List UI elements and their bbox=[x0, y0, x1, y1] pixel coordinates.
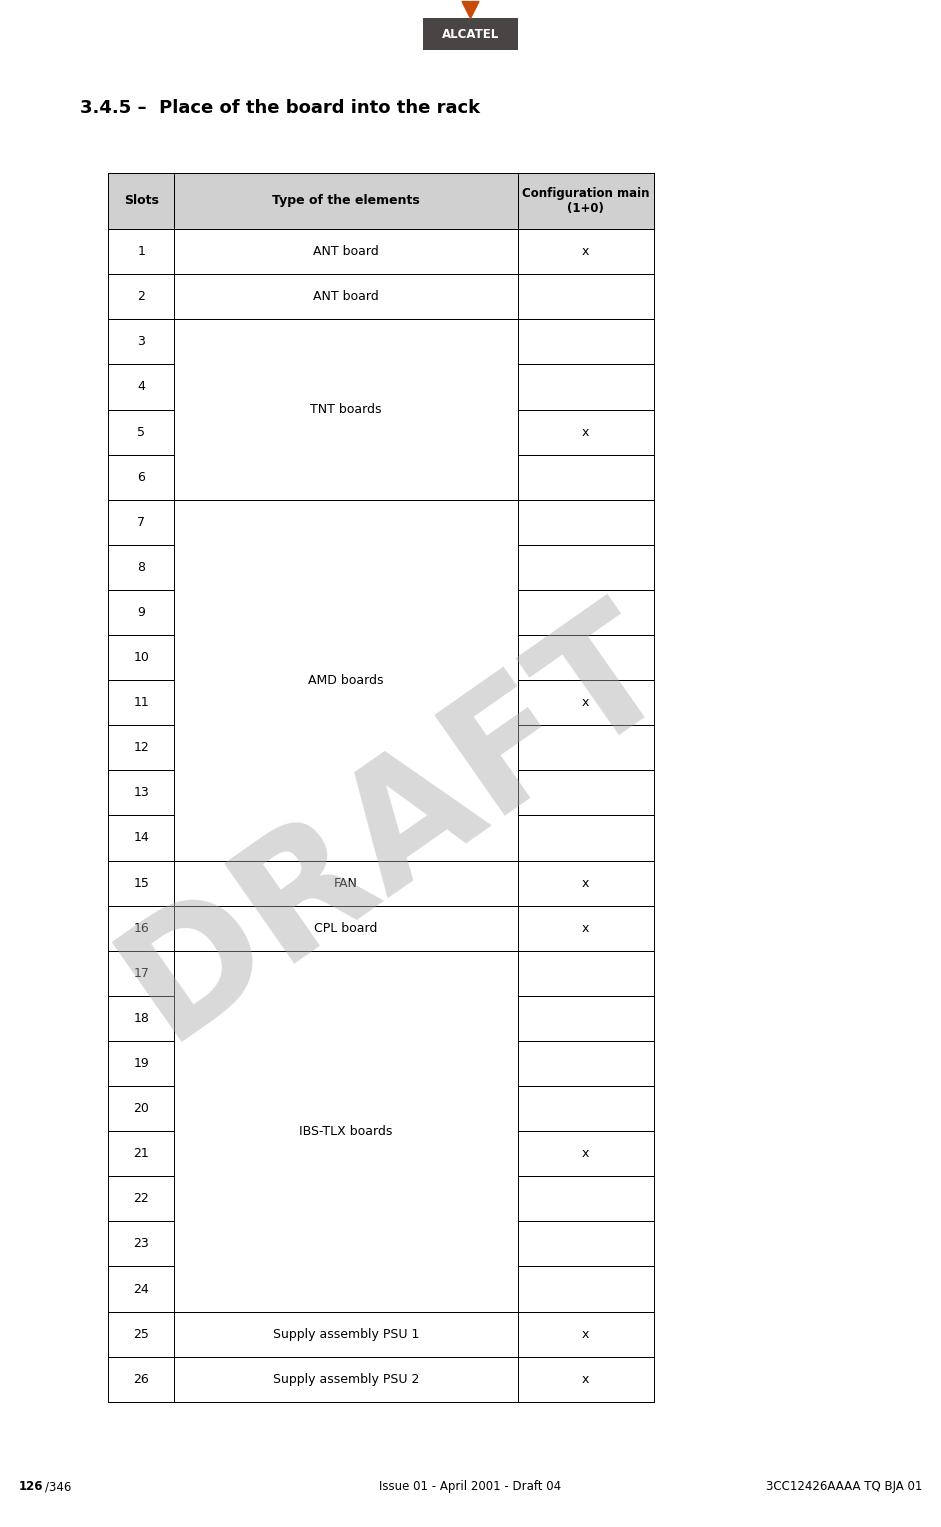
Text: x: x bbox=[582, 1147, 589, 1161]
Text: x: x bbox=[582, 426, 589, 438]
Text: 126: 126 bbox=[19, 1480, 43, 1493]
Text: 6: 6 bbox=[137, 470, 145, 484]
Text: 8: 8 bbox=[137, 560, 145, 574]
Text: 21: 21 bbox=[134, 1147, 149, 1161]
Text: 26: 26 bbox=[134, 1373, 149, 1385]
Text: ANT board: ANT board bbox=[313, 290, 378, 304]
Polygon shape bbox=[462, 2, 479, 18]
Text: 14: 14 bbox=[134, 832, 149, 844]
Text: 12: 12 bbox=[134, 741, 149, 754]
FancyBboxPatch shape bbox=[423, 18, 518, 50]
Text: 3.4.5 –  Place of the board into the rack: 3.4.5 – Place of the board into the rack bbox=[80, 99, 480, 118]
FancyBboxPatch shape bbox=[108, 173, 654, 229]
Text: 16: 16 bbox=[134, 922, 149, 935]
Text: IBS-TLX boards: IBS-TLX boards bbox=[299, 1125, 392, 1138]
Text: 5: 5 bbox=[137, 426, 145, 438]
Text: x: x bbox=[582, 876, 589, 890]
Text: /346: /346 bbox=[45, 1480, 72, 1493]
Text: 22: 22 bbox=[134, 1193, 149, 1205]
Text: 3: 3 bbox=[137, 336, 145, 348]
Text: x: x bbox=[582, 696, 589, 709]
Text: 17: 17 bbox=[134, 967, 149, 980]
Text: TNT boards: TNT boards bbox=[311, 403, 381, 415]
Text: 18: 18 bbox=[134, 1012, 149, 1025]
Text: 13: 13 bbox=[134, 786, 149, 800]
Text: 25: 25 bbox=[134, 1327, 149, 1341]
Text: Supply assembly PSU 2: Supply assembly PSU 2 bbox=[273, 1373, 419, 1385]
Text: CPL board: CPL board bbox=[314, 922, 377, 935]
Text: x: x bbox=[582, 1327, 589, 1341]
Text: ANT board: ANT board bbox=[313, 246, 378, 258]
Text: 15: 15 bbox=[134, 876, 149, 890]
Text: 23: 23 bbox=[134, 1237, 149, 1251]
Text: x: x bbox=[582, 246, 589, 258]
Text: 20: 20 bbox=[134, 1102, 149, 1115]
Text: 24: 24 bbox=[134, 1283, 149, 1295]
Text: x: x bbox=[582, 922, 589, 935]
Text: Slots: Slots bbox=[123, 194, 159, 208]
Text: Type of the elements: Type of the elements bbox=[272, 194, 420, 208]
Text: AMD boards: AMD boards bbox=[308, 673, 384, 687]
Text: 19: 19 bbox=[134, 1057, 149, 1070]
Text: Configuration main
(1+0): Configuration main (1+0) bbox=[522, 186, 649, 215]
Text: 7: 7 bbox=[137, 516, 145, 528]
Text: 3CC12426AAAA TQ BJA 01: 3CC12426AAAA TQ BJA 01 bbox=[766, 1480, 922, 1493]
Text: 9: 9 bbox=[137, 606, 145, 618]
Text: x: x bbox=[582, 1373, 589, 1385]
Text: Issue 01 - April 2001 - Draft 04: Issue 01 - April 2001 - Draft 04 bbox=[379, 1480, 562, 1493]
Text: DRAFT: DRAFT bbox=[93, 579, 697, 1070]
Text: 2: 2 bbox=[137, 290, 145, 304]
Text: 11: 11 bbox=[134, 696, 149, 709]
Text: 1: 1 bbox=[137, 246, 145, 258]
Text: ALCATEL: ALCATEL bbox=[442, 27, 499, 41]
Text: 10: 10 bbox=[134, 651, 149, 664]
Text: FAN: FAN bbox=[334, 876, 358, 890]
Text: 4: 4 bbox=[137, 380, 145, 394]
Text: Supply assembly PSU 1: Supply assembly PSU 1 bbox=[273, 1327, 419, 1341]
